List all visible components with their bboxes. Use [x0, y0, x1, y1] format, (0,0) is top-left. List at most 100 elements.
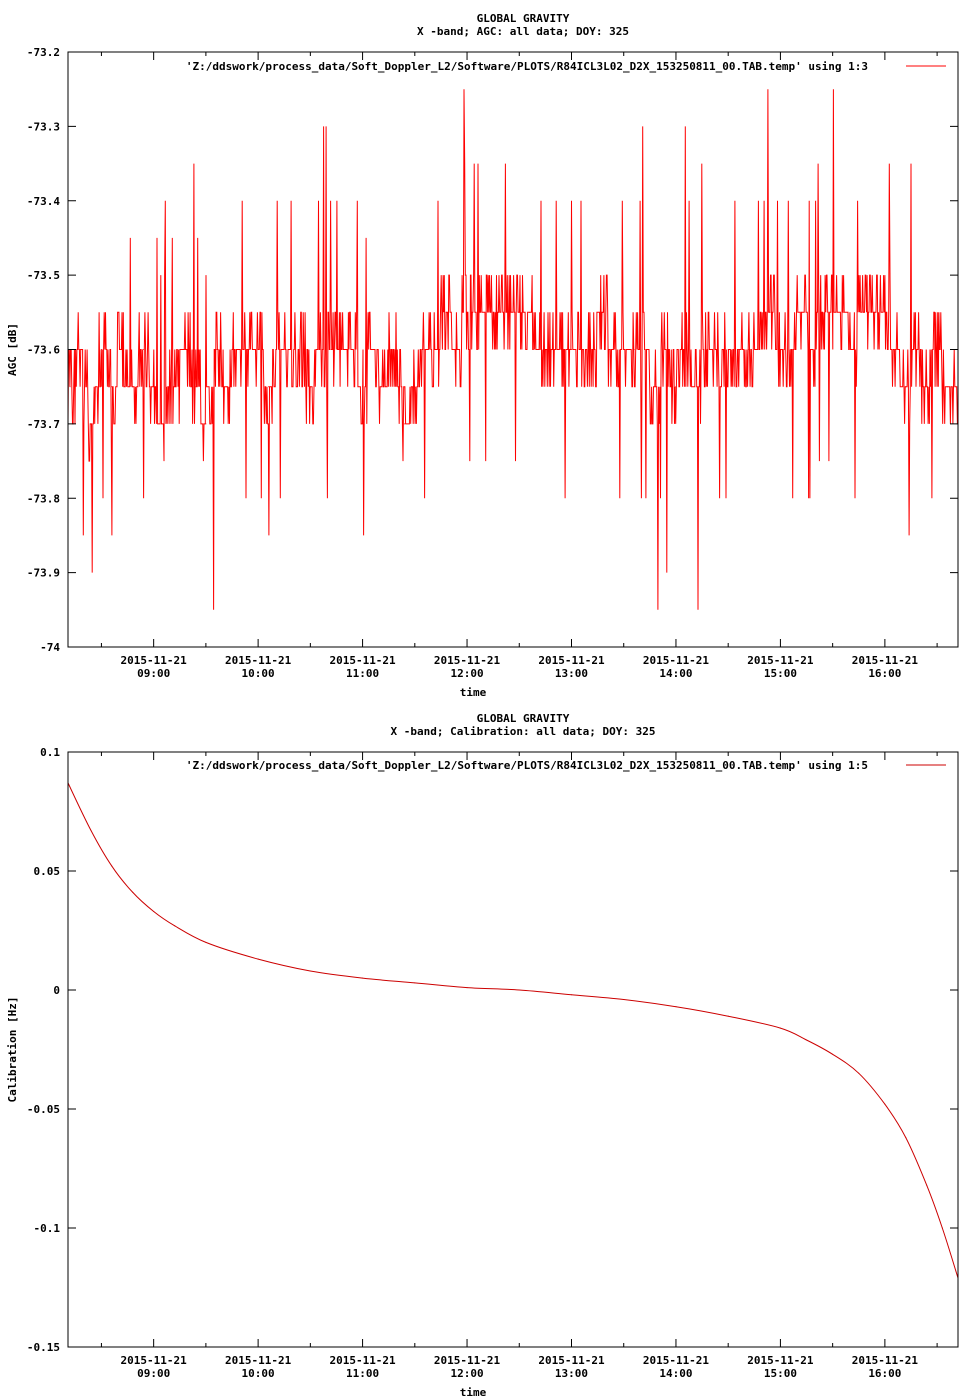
data-point — [121, 349, 123, 350]
x-tick-time-label: 11:00 — [346, 667, 379, 680]
x-tick-time-label: 09:00 — [137, 1367, 170, 1380]
data-point — [445, 311, 447, 313]
data-point — [947, 386, 949, 388]
x-tick-time-label: 13:00 — [555, 1367, 588, 1380]
data-point — [194, 386, 196, 388]
x-tick-date-label: 2015-11-21 — [852, 654, 919, 667]
data-point — [518, 989, 520, 991]
x-tick-time-label: 14:00 — [659, 1367, 692, 1380]
y-axis-label: AGC [dB] — [6, 323, 19, 376]
data-point — [581, 349, 583, 350]
data-point — [529, 311, 531, 313]
data-point — [539, 349, 541, 350]
data-point — [414, 982, 416, 984]
data-point — [466, 987, 468, 989]
data-point — [278, 349, 280, 350]
data-point — [560, 349, 562, 350]
series-line-agc — [67, 89, 958, 610]
x-tick-time-label: 14:00 — [659, 667, 692, 680]
x-tick-date-label: 2015-11-21 — [852, 1354, 919, 1367]
data-point — [393, 349, 395, 350]
data-point — [884, 1103, 886, 1105]
data-point — [174, 925, 176, 927]
x-tick-time-label: 09:00 — [137, 667, 170, 680]
data-point — [941, 1227, 943, 1229]
data-point — [153, 910, 155, 912]
x-tick-time-label: 11:00 — [346, 1367, 379, 1380]
data-point — [309, 386, 311, 388]
chart-subtitle: X -band; AGC: all data; DOY: 325 — [417, 25, 629, 38]
x-tick-date-label: 2015-11-21 — [643, 1354, 710, 1367]
data-point — [779, 1027, 781, 1029]
y-tick-label: -73.9 — [27, 567, 60, 580]
x-tick-time-label: 15:00 — [764, 1367, 797, 1380]
data-point — [905, 386, 907, 388]
data-point — [612, 349, 614, 350]
x-tick-time-label: 12:00 — [450, 667, 483, 680]
chart-subtitle: X -band; Calibration: all data; DOY: 325 — [391, 725, 656, 738]
x-tick-date-label: 2015-11-21 — [225, 654, 292, 667]
data-point — [132, 891, 134, 893]
series-2 — [67, 782, 959, 1279]
data-point — [863, 311, 865, 313]
data-point — [696, 386, 698, 388]
data-point — [330, 349, 332, 350]
x-tick-date-label: 2015-11-21 — [434, 654, 501, 667]
data-point — [247, 349, 249, 350]
x-tick-date-label: 2015-11-21 — [643, 654, 710, 667]
data-point — [623, 349, 625, 350]
x-tick-date-label: 2015-11-21 — [747, 1354, 814, 1367]
y-tick-label: -73.2 — [27, 46, 60, 59]
y-tick-label: -0.1 — [34, 1222, 61, 1235]
data-point — [842, 311, 844, 313]
data-point — [727, 349, 729, 350]
data-point — [654, 386, 656, 388]
data-point — [435, 349, 437, 350]
data-point — [570, 349, 572, 350]
x-tick-date-label: 2015-11-21 — [538, 1354, 605, 1367]
y-axis-label: Calibration [Hz] — [6, 997, 19, 1103]
data-point — [476, 311, 478, 313]
data-point — [351, 349, 353, 350]
data-point — [821, 311, 823, 313]
data-point — [163, 423, 165, 425]
y-tick-label: -0.15 — [27, 1341, 60, 1354]
data-point — [873, 311, 875, 313]
data-point — [414, 386, 416, 388]
chart-title: GLOBAL GRAVITY — [477, 712, 570, 725]
y-tick-label: 0.05 — [34, 865, 61, 878]
series-1 — [67, 89, 959, 610]
data-point — [633, 349, 635, 350]
data-point — [362, 386, 364, 388]
data-point — [288, 349, 290, 350]
x-tick-time-label: 15:00 — [764, 667, 797, 680]
y-tick-label: -73.3 — [27, 120, 60, 133]
data-point — [759, 349, 761, 350]
data-point — [205, 941, 207, 943]
data-point — [769, 311, 771, 313]
x-tick-date-label: 2015-11-21 — [329, 654, 396, 667]
data-point — [226, 386, 228, 388]
data-point — [518, 311, 520, 313]
data-point — [905, 1137, 907, 1139]
x-axis: 2015-11-2109:002015-11-2110:002015-11-21… — [100, 752, 938, 1380]
data-point — [806, 1039, 808, 1041]
data-point — [424, 349, 426, 350]
chart-title: GLOBAL GRAVITY — [477, 12, 570, 25]
series-line-calibration — [67, 782, 959, 1279]
data-point — [936, 349, 938, 350]
data-point — [215, 349, 217, 350]
data-point — [832, 311, 834, 313]
data-point — [550, 349, 552, 350]
data-point — [675, 386, 677, 388]
legend-label: 'Z:/ddswork/process_data/Soft_Doppler_L2… — [186, 60, 868, 73]
data-point — [727, 1015, 729, 1017]
data-point — [80, 349, 82, 350]
y-tick-label: -0.05 — [27, 1103, 60, 1116]
data-point — [858, 1072, 860, 1074]
y-axis: 0.1 0.05 0 -0.05 -0.1 -0.15 — [27, 746, 958, 1354]
data-point — [299, 349, 301, 350]
data-point — [142, 349, 144, 350]
plot-area-frame — [67, 751, 959, 1348]
data-point — [487, 311, 489, 313]
